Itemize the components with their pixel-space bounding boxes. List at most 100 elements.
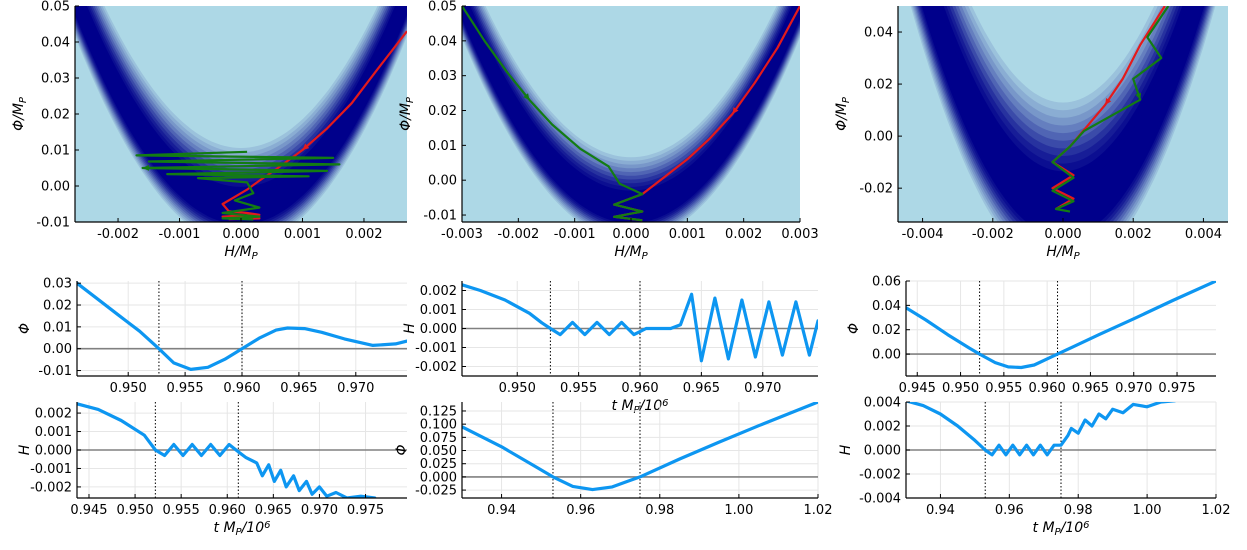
y-tick-label: -0.01: [36, 216, 70, 231]
y-tick-label: -0.002: [859, 468, 901, 483]
y-axis-label: Φ: [846, 323, 862, 334]
x-tick-label: 0.970: [744, 381, 781, 396]
x-tick-label: 0.955: [163, 503, 200, 518]
panel-6: 0.945 0.950 0.955 0.960 0.965 0.970 0.975 -0.00…: [17, 402, 407, 538]
x-tick-label: 0.98: [645, 503, 674, 518]
x-tick-label: 0.955: [560, 381, 597, 396]
y-tick-label: 0.00: [872, 348, 901, 363]
y-tick-label: 0.04: [428, 34, 457, 49]
y-tick-label: 0.002: [35, 407, 72, 422]
x-tick-label: 0.960: [621, 381, 658, 396]
x-tick-label: 0.001: [284, 227, 321, 242]
x-tick-label: 0.955: [166, 381, 203, 396]
arrow-head: [1135, 92, 1142, 100]
y-tick-label: 0.00: [43, 342, 72, 357]
x-tick-label: 0.004: [1185, 227, 1222, 242]
y-axis-label: Φ: [17, 323, 33, 334]
y-tick-label: 0.03: [41, 72, 70, 87]
x-axis-label: t MP/106: [1033, 520, 1090, 538]
x-tick-label: 0.96: [566, 503, 595, 518]
y-tick-label: 0.01: [43, 320, 72, 335]
x-tick-label: 0.960: [1029, 381, 1066, 396]
x-tick-label: 0.960: [223, 381, 260, 396]
x-tick-label: 0.001: [669, 227, 706, 242]
y-tick-label: -0.002: [30, 480, 72, 495]
y-tick-label: 0.05: [428, 0, 457, 15]
y-tick-label: 0.001: [35, 425, 72, 440]
panel-7: 0.94 0.96 0.98 1.00 1.02 -0.0250.0000.0250.05…: [394, 402, 832, 518]
line-plot: [906, 280, 1216, 376]
x-tick-label: 0.975: [1158, 381, 1195, 396]
x-tick-label: -0.002: [497, 227, 539, 242]
green-trajectory: [462, 6, 644, 222]
x-tick-label: 0.960: [209, 503, 246, 518]
y-tick-label: 0.06: [872, 275, 901, 290]
x-tick-label: 0.96: [995, 503, 1024, 518]
phase-band-layer: [75, 6, 407, 220]
y-tick-label: 0.000: [864, 444, 901, 459]
phase-plot: [462, 6, 800, 222]
arrow-head: [732, 107, 739, 114]
x-tick-label: -0.001: [159, 227, 201, 242]
arrow-head: [523, 93, 530, 101]
x-tick-label: 0.950: [116, 503, 153, 518]
series-line: [462, 402, 818, 492]
x-tick-label: 0.98: [1064, 503, 1093, 518]
x-axis-label: t MP/106: [214, 520, 271, 538]
series-line: [906, 281, 1216, 370]
line-plot: [462, 402, 819, 498]
y-axis-label: Φ/MP: [834, 96, 852, 131]
line-plot: [906, 401, 1217, 499]
y-tick-label: 0.05: [41, 0, 70, 15]
x-tick-label: 0.965: [255, 503, 292, 518]
x-tick-label: -0.002: [972, 227, 1014, 242]
x-tick-label: 1.00: [724, 503, 753, 518]
x-axis-label: H/MP: [614, 244, 648, 262]
y-tick-label: 0.01: [41, 144, 70, 159]
y-tick-label: 0.125: [420, 404, 457, 419]
y-tick-label: 0.00: [428, 174, 457, 189]
x-tick-label: 0.965: [1072, 381, 1109, 396]
y-tick-label: 0.02: [428, 104, 457, 119]
x-tick-label: 0.94: [926, 503, 955, 518]
y-tick-label: 0.00: [41, 180, 70, 195]
x-tick-label: 0.000: [222, 227, 259, 242]
y-tick-label: -0.01: [38, 364, 72, 379]
panel-2: -0.004 -0.002 0.000 0.002 0.004 -0.02 0.00 0.02…: [834, 6, 1228, 262]
x-tick-label: -0.004: [902, 227, 944, 242]
green-trajectory: [1051, 6, 1170, 213]
y-tick-label: -0.01: [423, 209, 457, 224]
y-tick-label: 0.02: [864, 78, 893, 93]
y-tick-label: 0.004: [864, 396, 901, 411]
y-tick-label: 0.03: [43, 277, 72, 292]
arrow-head: [142, 164, 149, 171]
x-tick-label: 0.965: [280, 381, 317, 396]
x-tick-label: 1.02: [804, 503, 833, 518]
line-plot: [77, 402, 407, 498]
x-tick-label: 0.955: [985, 381, 1022, 396]
y-tick-label: 0.03: [428, 69, 457, 84]
y-tick-label: 0.01: [428, 139, 457, 154]
y-tick-label: 0.050: [420, 444, 457, 459]
x-tick-label: 0.950: [942, 381, 979, 396]
y-axis-label: Φ/MP: [11, 96, 29, 131]
x-tick-label: 0.950: [499, 381, 536, 396]
x-tick-label: -0.001: [554, 227, 596, 242]
x-tick-label: 0.945: [899, 381, 936, 396]
y-tick-label: 0.02: [43, 299, 72, 314]
green-trajectory: [135, 150, 341, 221]
y-tick-label: 0.04: [864, 26, 893, 41]
arrow-head: [302, 143, 310, 150]
y-tick-label: 0.000: [420, 470, 457, 485]
y-tick-label: 0.002: [864, 420, 901, 435]
x-tick-label: 0.945: [70, 503, 107, 518]
x-tick-label: 0.002: [345, 227, 382, 242]
series-line: [77, 281, 407, 371]
y-tick-label: 0.02: [41, 108, 70, 123]
y-tick-label: -0.002: [415, 360, 457, 375]
x-axis-label: H/MP: [224, 244, 258, 262]
x-tick-label: 0.970: [301, 503, 338, 518]
phase-band-layer: [924, 6, 1202, 222]
x-tick-label: 0.000: [1044, 227, 1081, 242]
